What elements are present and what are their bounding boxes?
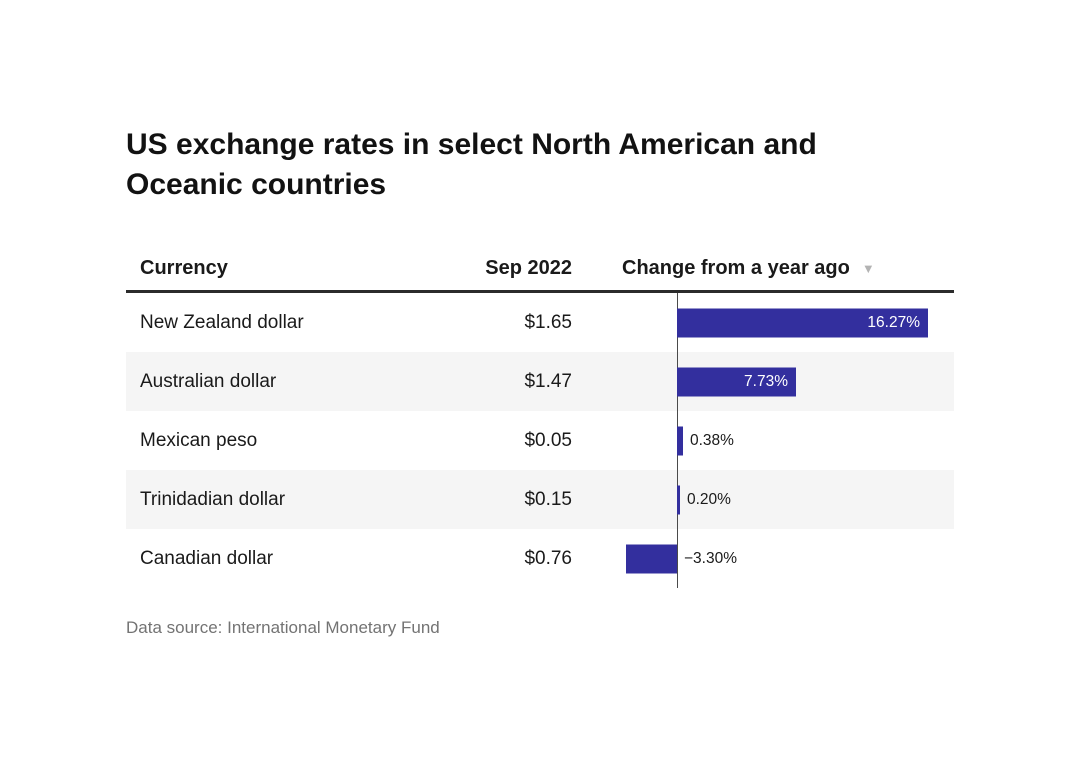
data-source: Data source: International Monetary Fund (126, 618, 440, 637)
change-bar-cell: 16.27% (576, 293, 954, 352)
page-title-line-2: Oceanic countries (126, 168, 387, 201)
change-bar (677, 367, 796, 396)
table-body: New Zealand dollar $1.65 16.27% Australi… (126, 293, 954, 588)
exchange-rate-table: Currency Sep 2022 Change from a year ago… (126, 247, 954, 588)
rate-cell: $0.15 (524, 488, 572, 510)
table-row: Mexican peso $0.05 0.38% (126, 411, 954, 470)
change-bar-label: −3.30% (684, 549, 738, 567)
change-bar-cell: 0.38% (576, 411, 954, 470)
rate-cell: $0.76 (524, 547, 572, 569)
table-row: Australian dollar $1.47 7.73% (126, 352, 954, 411)
change-bar-label: 7.73% (744, 372, 788, 390)
table-header-currency[interactable]: Currency (140, 257, 228, 279)
currency-cell: Australian dollar (140, 370, 277, 392)
page-title: US exchange rates in select North Americ… (126, 125, 956, 205)
rate-cell: $1.65 (524, 311, 572, 333)
table-row: Trinidadian dollar $0.15 0.20% (126, 470, 954, 529)
change-bar (677, 308, 928, 337)
change-bar (677, 426, 683, 455)
change-bar-label: 0.38% (690, 431, 734, 449)
rate-cell: $0.05 (524, 429, 572, 451)
sort-descending-icon[interactable]: ▼ (861, 261, 875, 276)
currency-cell: Canadian dollar (140, 547, 274, 569)
currency-cell: Trinidadian dollar (140, 488, 286, 510)
table-header-change[interactable]: Change from a year ago ▼ (576, 257, 954, 280)
change-bar-label: 0.20% (687, 490, 731, 508)
table-row: Canadian dollar $0.76 −3.30% (126, 529, 954, 588)
currency-cell: New Zealand dollar (140, 311, 304, 333)
change-bar (677, 485, 680, 514)
rate-cell: $1.47 (524, 370, 572, 392)
change-bar-cell: 7.73% (576, 352, 954, 411)
table-header-change-label: Change from a year ago (622, 257, 850, 279)
table-header-rate[interactable]: Sep 2022 (485, 257, 572, 279)
change-bar-label: 16.27% (867, 313, 920, 331)
currency-cell: Mexican peso (140, 429, 258, 451)
change-bar-cell: −3.30% (576, 529, 954, 588)
table-row: New Zealand dollar $1.65 16.27% (126, 293, 954, 352)
table-header-row: Currency Sep 2022 Change from a year ago… (126, 247, 954, 293)
change-bar (626, 544, 677, 573)
page-title-line-1: US exchange rates in select North Americ… (126, 128, 817, 161)
chart-container: US exchange rates in select North Americ… (126, 125, 956, 638)
change-bar-cell: 0.20% (576, 470, 954, 529)
